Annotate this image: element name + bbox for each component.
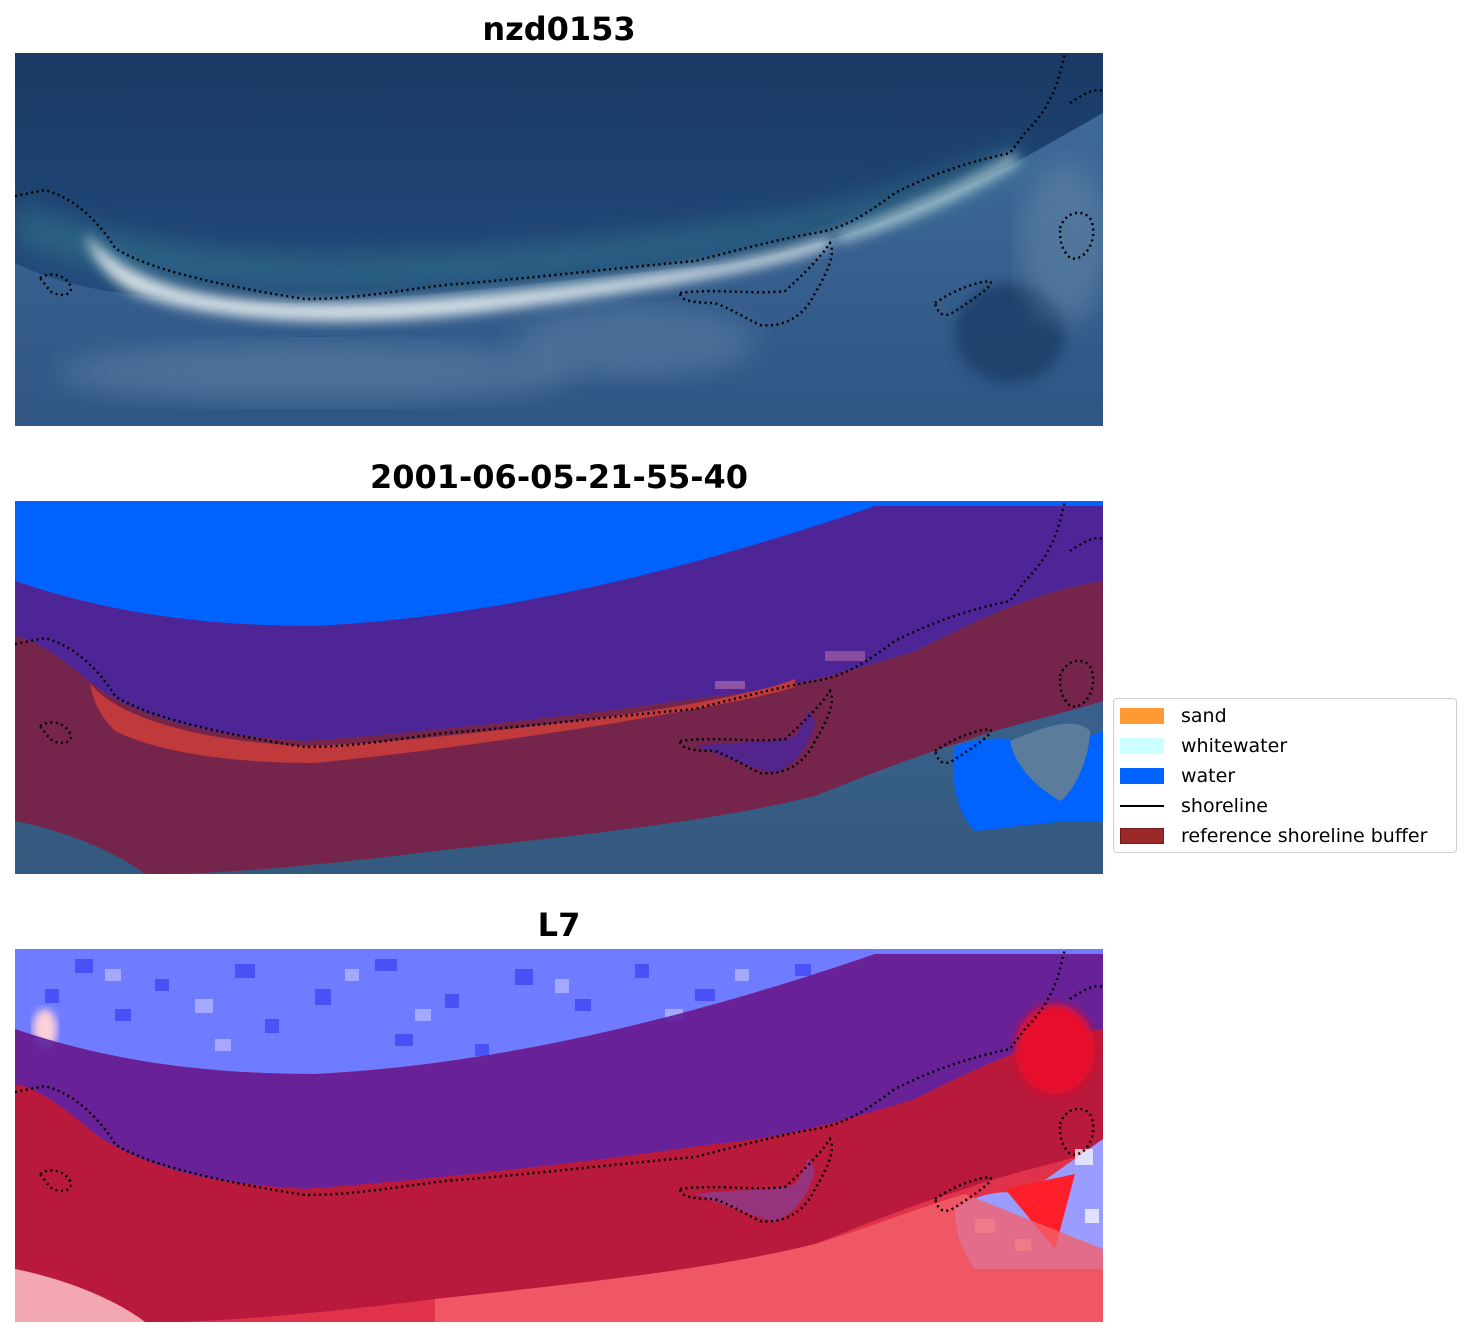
panel-title-index: L7 [537, 906, 581, 944]
panel-title-rgb: nzd0153 [482, 10, 636, 48]
legend-label-shoreline: shoreline [1181, 795, 1268, 817]
rgb-satellite-image [15, 53, 1103, 426]
legend-item-sand: sand [1120, 704, 1227, 728]
legend-item-water: water [1120, 764, 1235, 788]
legend-swatch-water [1120, 768, 1164, 784]
classified-image [15, 501, 1103, 874]
legend-swatch-shoreline [1120, 805, 1164, 807]
index-image [15, 949, 1103, 1322]
legend-swatch-buffer [1120, 828, 1164, 844]
shoreline-contour [15, 501, 1103, 775]
legend-label-buffer: reference shoreline buffer [1181, 825, 1428, 847]
legend-item-buffer: reference shoreline buffer [1120, 824, 1427, 848]
shoreline-contour [15, 53, 1103, 327]
shoreline-contour [15, 949, 1103, 1223]
legend-swatch-sand [1120, 708, 1164, 724]
legend: sand whitewater water shoreline referenc… [1113, 698, 1457, 853]
legend-label-water: water [1181, 765, 1236, 787]
legend-item-shoreline: shoreline [1120, 794, 1268, 818]
legend-label-sand: sand [1181, 705, 1227, 727]
panel-title-classified: 2001-06-05-21-55-40 [369, 458, 749, 496]
legend-label-whitewater: whitewater [1181, 735, 1288, 757]
legend-swatch-whitewater [1120, 738, 1164, 754]
legend-item-whitewater: whitewater [1120, 734, 1287, 758]
